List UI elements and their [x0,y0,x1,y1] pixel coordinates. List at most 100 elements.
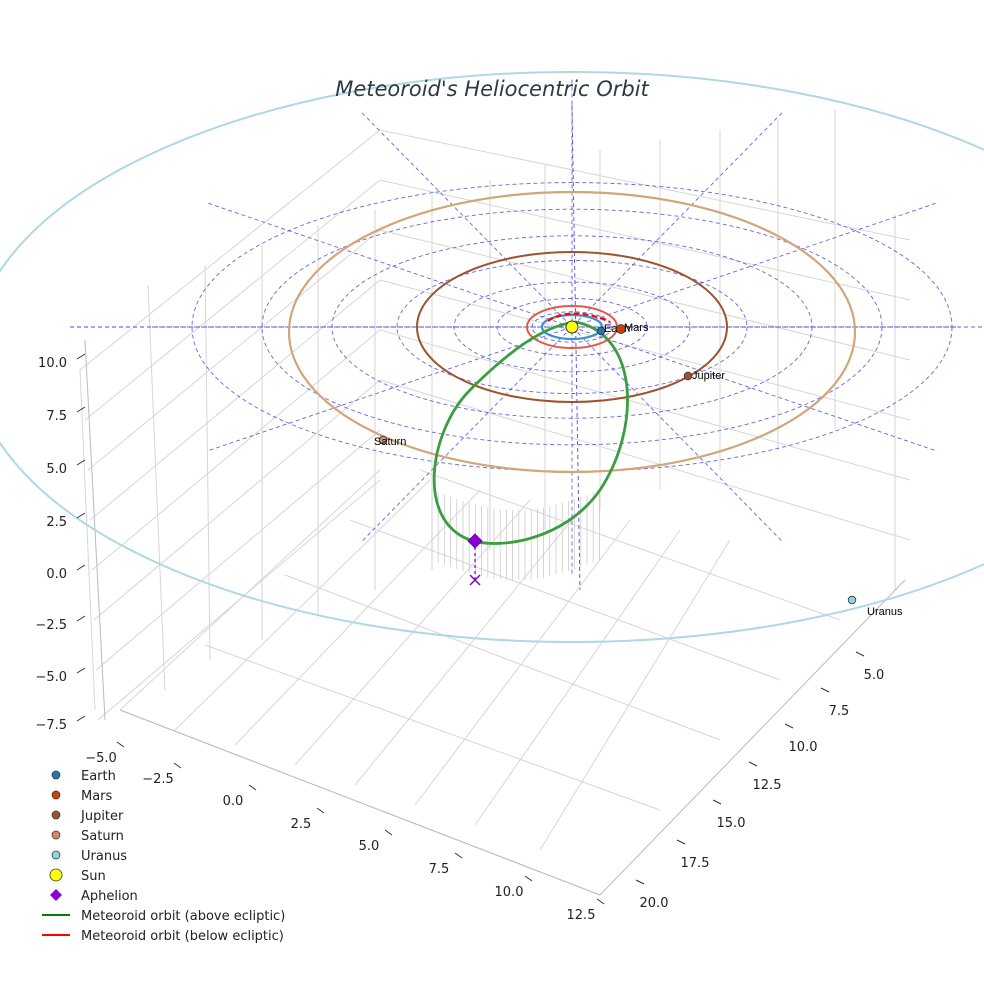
pane-grid-line [284,574,721,741]
legend-item: Saturn [51,829,124,844]
x-tick-label: 2.5 [291,817,312,832]
pane-grid-line [419,469,841,621]
z-tick-mark [76,564,86,571]
x-tick-mark [454,852,463,859]
ecliptic-polar-grid [70,79,984,591]
y-tick-label: 12.5 [753,778,782,793]
legend-item: Aphelion [50,889,138,904]
meteoroid-orbit-below [547,312,611,323]
polar-grid-spoke [208,202,936,452]
legend: Earth Mars Jupiter Saturn Uranus Sun Aphelion M… [42,769,285,944]
legend-item: Mars [51,789,113,804]
legend-marker [51,810,61,820]
legend-label: Meteoroid orbit (below ecliptic) [81,929,284,944]
aphelion-projection-marker [469,574,481,586]
legend-label: Sun [81,869,106,884]
legend-item: Earth [51,769,116,784]
legend-marker [51,830,61,840]
y-tick-mark [712,799,722,805]
legend-label: Uranus [81,849,127,864]
x-tick-label: 7.5 [429,862,450,877]
legend-marker [51,770,61,780]
y-tick-label: 15.0 [717,816,746,831]
uranus-marker [847,595,857,605]
aphelion-marker [467,533,483,549]
x-tick-label: 0.0 [223,794,244,809]
y-tick-label: 7.5 [829,704,850,719]
y-tick-mark [820,687,830,693]
x-tick-mark [596,898,605,905]
legend-label: Jupiter [80,809,124,824]
z-tick-mark [76,406,86,413]
y-tick-mark [784,723,794,729]
pane-grid-line [474,529,681,826]
y-axis-line [599,579,906,896]
pane-grid-line [204,644,661,811]
pane-grid-line [379,329,911,481]
legend-marker [51,790,61,800]
y-tick-mark [635,879,645,885]
pane-grid-line [354,509,581,786]
x-tick-mark [524,875,533,882]
pane-grid-line [349,519,781,681]
y-tick-mark [748,761,758,767]
pane-grid [79,110,911,896]
legend-marker [50,889,62,901]
z-tick-label: 5.0 [46,462,67,477]
polar-grid-spoke [208,202,936,452]
orbit-saturn [287,190,857,474]
z-tick-label: −5.0 [35,670,67,685]
pane-grid-line [204,264,211,661]
legend-item: Meteoroid orbit (above ecliptic) [42,909,285,924]
z-tick-label: 7.5 [46,409,67,424]
pane-grid-line [84,179,381,421]
pane-grid-line [119,469,381,711]
legend-item: Jupiter [51,809,124,824]
pane-grid-line [379,279,911,421]
z-tick-label: −2.5 [35,618,67,633]
saturn-label: Saturn [374,436,406,448]
polar-grid-axis [571,104,581,591]
mars-label: Mars [624,322,649,334]
pane-grid-line [379,179,911,301]
y-tick-label: 20.0 [640,896,669,911]
legend-label: Aphelion [81,889,138,904]
pane-grid-line [79,369,96,711]
orbit-jupiter [416,251,728,403]
uranus-label: Uranus [867,606,903,618]
x-axis-line [119,709,601,896]
jupiter-label: Jupiter [692,370,725,382]
x-tick-label: 5.0 [359,839,380,854]
y-tick-label: 17.5 [681,856,710,871]
z-tick-label: 2.5 [46,515,67,530]
legend-label: Saturn [81,829,124,844]
z-tick-mark [76,353,86,360]
pane-grid-line [91,329,381,571]
pane-grid-line [147,284,166,691]
pane-grid-line [379,229,911,361]
legend-item: Meteoroid orbit (below ecliptic) [42,929,284,944]
legend-label: Mars [81,789,113,804]
pane-grid-line [234,489,481,746]
sun-marker [565,320,579,334]
y-tick-label: 10.0 [789,740,818,755]
z-tick-mark [76,459,86,466]
axes: −5.0 −2.5 0.0 2.5 5.0 7.5 10.0 12.5 5.0 7.5 10.0 12… [35,353,884,923]
jupiter-marker [683,371,693,381]
x-tick-mark [384,829,393,836]
pane-grid-line [174,479,431,731]
z-tick-label: 0.0 [46,567,67,582]
y-tick-mark [676,839,686,845]
z-tick-label: 10.0 [38,356,67,371]
saturn-marker [378,435,388,445]
z-tick-mark [76,512,86,519]
x-tick-label: 12.5 [567,908,596,923]
pane-grid-line [79,129,381,371]
pane-grid-line [89,279,381,521]
legend-item: Sun [49,868,106,884]
earth-marker [596,326,606,336]
x-tick-mark [248,784,257,791]
z-tick-label: −7.5 [35,718,67,733]
